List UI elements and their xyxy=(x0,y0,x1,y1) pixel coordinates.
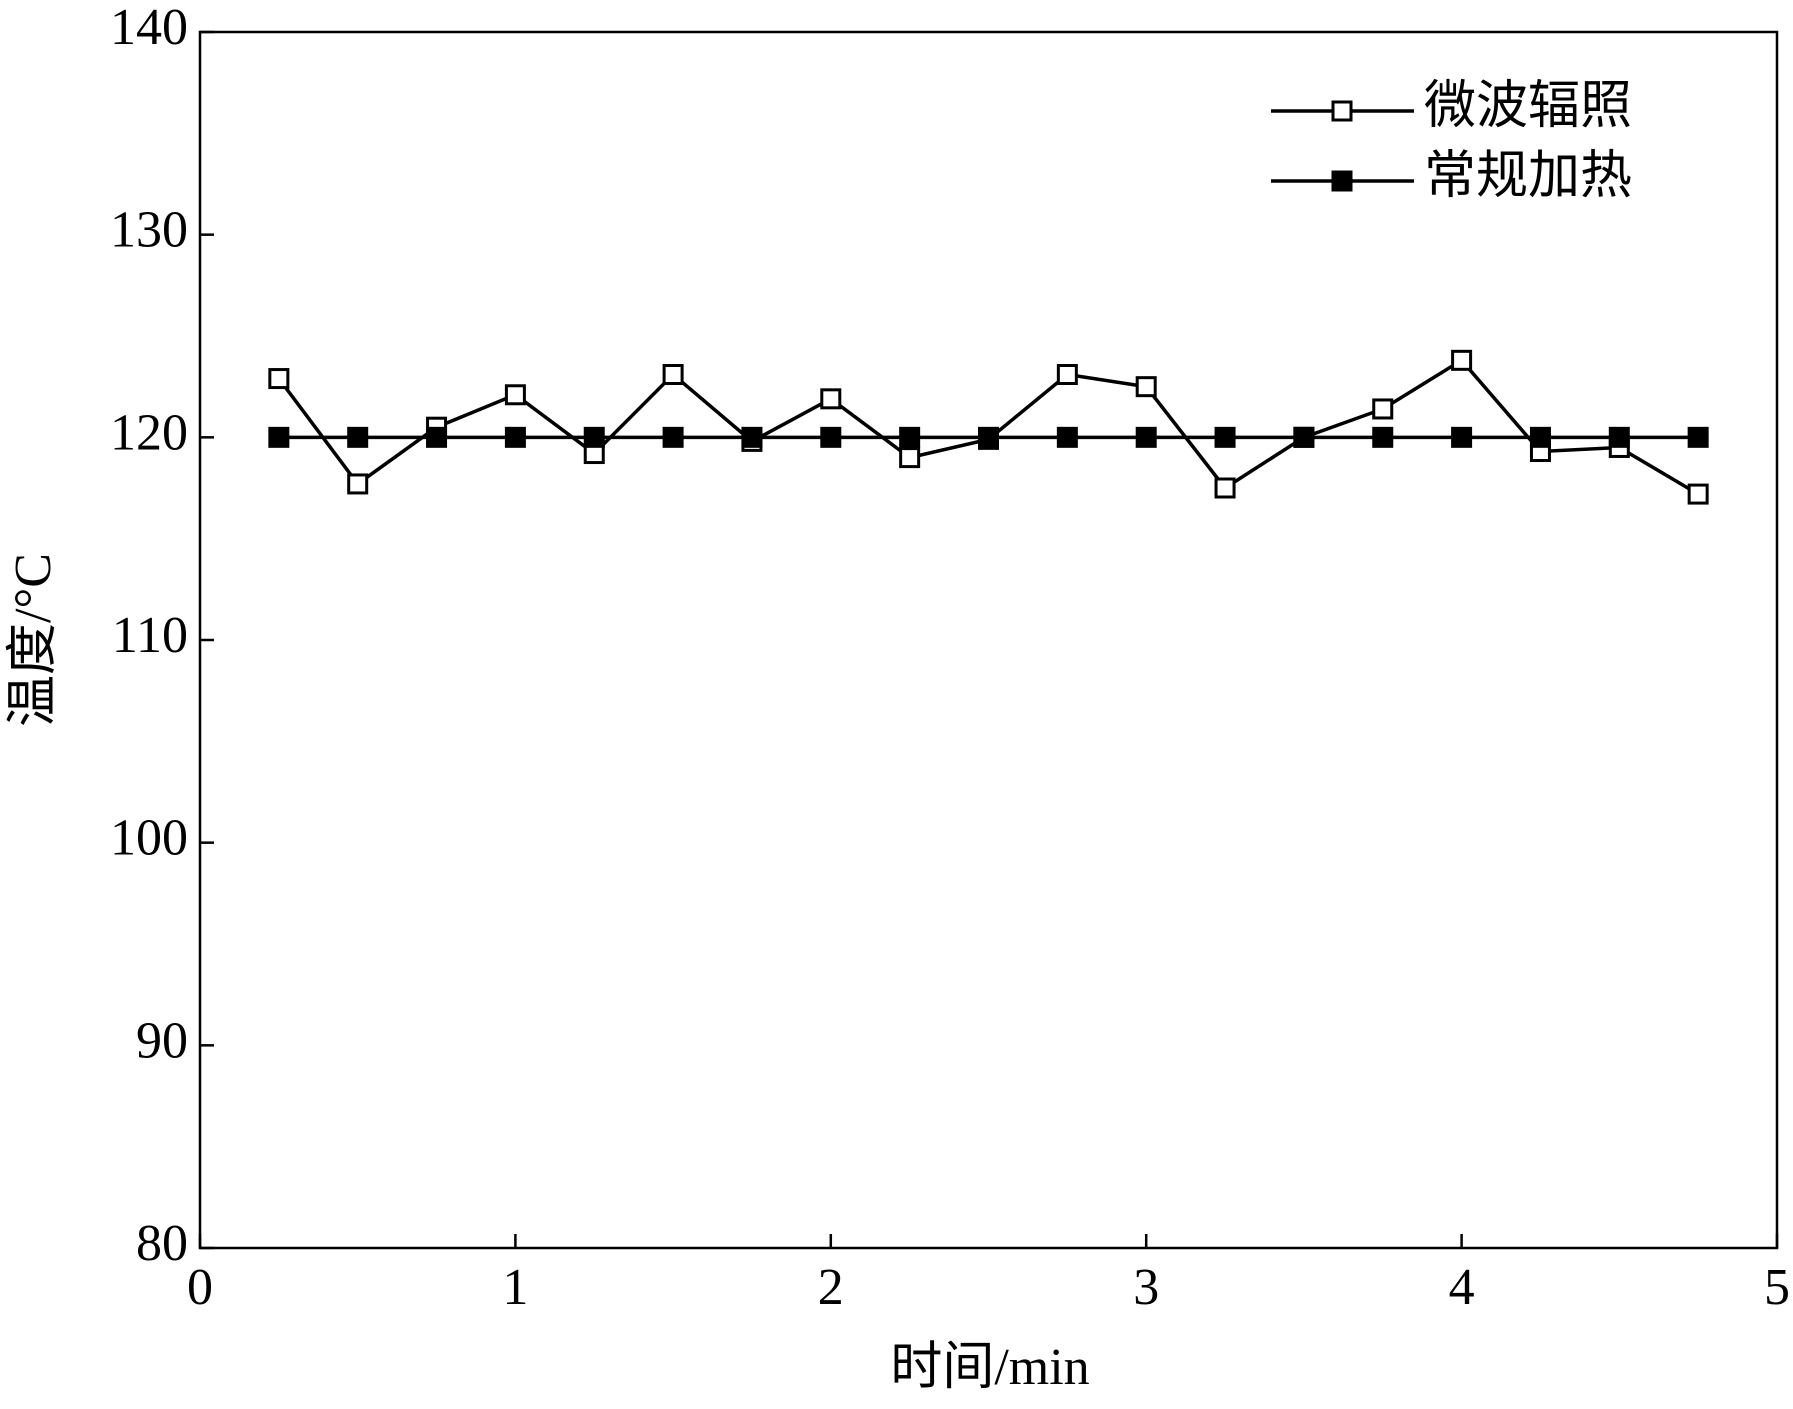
x-tick-label: 3 xyxy=(1133,1259,1159,1316)
legend-marker xyxy=(1331,170,1353,192)
data-point xyxy=(268,368,290,390)
data-point xyxy=(978,426,999,448)
data-point xyxy=(347,426,369,448)
data-point xyxy=(1687,426,1709,448)
y-tick-label: 100 xyxy=(110,810,188,867)
data-point xyxy=(1451,349,1473,371)
y-tick-label: 120 xyxy=(110,404,188,461)
data-point xyxy=(504,384,526,406)
legend-label: 微波辐照 xyxy=(1424,78,1632,135)
data-point xyxy=(1687,483,1709,505)
x-tick-label: 2 xyxy=(818,1259,844,1316)
data-point xyxy=(741,426,763,448)
data-point xyxy=(1372,398,1394,420)
y-tick-label: 90 xyxy=(136,1012,188,1069)
legend-label: 常规加热 xyxy=(1424,148,1632,205)
data-point xyxy=(1056,364,1078,386)
y-tick-label: 80 xyxy=(136,1215,188,1272)
data-point xyxy=(1529,426,1551,448)
data-point xyxy=(899,426,921,448)
data-point xyxy=(1135,376,1157,398)
data-point xyxy=(1293,426,1315,448)
data-point xyxy=(1056,426,1078,448)
data-point xyxy=(1608,426,1630,448)
legend-marker xyxy=(1331,100,1353,122)
data-point xyxy=(268,426,290,448)
x-tick-label: 5 xyxy=(1764,1259,1790,1316)
data-point xyxy=(1372,426,1394,448)
data-point xyxy=(662,426,684,448)
data-point xyxy=(1451,426,1473,448)
data-point xyxy=(1214,426,1236,448)
data-point xyxy=(820,388,842,410)
x-axis-label: 时间/min xyxy=(890,1339,1089,1396)
data-point xyxy=(583,426,605,448)
data-point xyxy=(1135,426,1157,448)
y-axis-label: 温度/°C xyxy=(5,553,62,727)
x-tick-label: 0 xyxy=(187,1259,213,1316)
y-tick-label: 140 xyxy=(110,0,188,56)
data-point xyxy=(820,426,842,448)
y-tick-label: 110 xyxy=(112,607,188,664)
plot-frame xyxy=(198,30,1779,1250)
y-tick-label: 130 xyxy=(110,202,188,259)
data-point xyxy=(504,426,526,448)
x-tick-label: 4 xyxy=(1449,1259,1475,1316)
data-point xyxy=(1214,477,1236,499)
x-tick-label: 1 xyxy=(502,1259,528,1316)
data-point xyxy=(347,473,369,495)
data-point xyxy=(899,447,921,469)
data-point xyxy=(662,364,684,386)
data-point xyxy=(426,426,448,448)
